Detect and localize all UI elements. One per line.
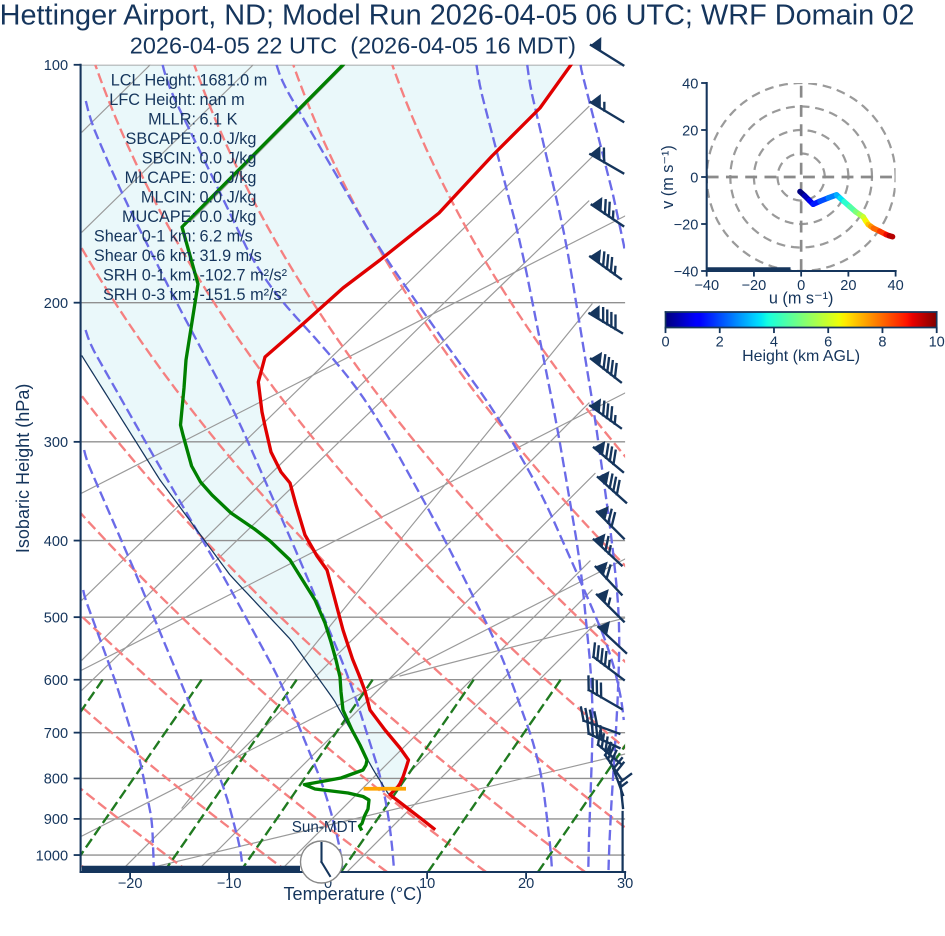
svg-text:LFC Height:: LFC Height: [109,91,196,109]
svg-text:20: 20 [840,278,856,294]
svg-text:0: 0 [324,876,332,892]
svg-text:6: 6 [824,334,832,350]
svg-text:MLCAPE:: MLCAPE: [125,169,196,187]
svg-text:100: 100 [44,58,68,74]
svg-text:Height (km AGL): Height (km AGL) [742,348,860,365]
svg-text:20: 20 [682,123,698,139]
svg-text:300: 300 [44,435,68,451]
svg-text:10: 10 [929,334,945,350]
svg-text:u (m s⁻¹): u (m s⁻¹) [769,289,834,307]
svg-text:SBCAPE:: SBCAPE: [126,130,196,148]
svg-text:30: 30 [617,876,633,892]
svg-text:-102.7 m²/s²: -102.7 m²/s² [199,267,287,285]
svg-text:900: 900 [44,812,68,828]
svg-text:v (m s⁻¹): v (m s⁻¹) [659,145,677,209]
svg-text:2: 2 [716,334,724,350]
svg-text:800: 800 [44,772,68,788]
svg-text:1000: 1000 [36,848,68,864]
svg-text:−10: −10 [217,876,242,892]
svg-text:−20: −20 [674,217,699,233]
svg-text:0: 0 [661,334,669,350]
svg-text:LCL Height:: LCL Height: [111,72,196,90]
svg-text:0.0 J/kg: 0.0 J/kg [199,189,256,207]
svg-text:Shear 0-1 km:: Shear 0-1 km: [94,228,196,246]
svg-text:40: 40 [887,278,903,294]
svg-text:20: 20 [518,876,534,892]
svg-text:700: 700 [44,726,68,742]
svg-text:400: 400 [44,534,68,550]
svg-text:200: 200 [44,296,68,312]
svg-text:40: 40 [682,76,698,92]
svg-text:−40: −40 [674,264,699,280]
svg-text:0.0 J/kg: 0.0 J/kg [199,208,256,226]
svg-text:600: 600 [44,673,68,689]
svg-text:−20: −20 [742,278,767,294]
svg-text:6.1 K: 6.1 K [199,111,237,129]
svg-text:Temperature (°C): Temperature (°C) [284,884,423,904]
svg-text:0: 0 [797,278,805,294]
svg-text:Shear 0-6 km:: Shear 0-6 km: [94,247,196,265]
svg-text:SBCIN:: SBCIN: [142,150,196,168]
svg-text:0.0 J/kg: 0.0 J/kg [199,169,256,187]
svg-text:MLCIN:: MLCIN: [141,189,196,207]
svg-text:nan m: nan m [199,91,244,109]
svg-text:8: 8 [878,334,886,350]
svg-text:MUCAPE:: MUCAPE: [122,208,196,226]
svg-text:6.2 m/s: 6.2 m/s [199,228,252,246]
svg-text:-151.5 m²/s²: -151.5 m²/s² [199,286,287,304]
svg-text:2026-04-05 22 UTC (2026-04-05: 2026-04-05 22 UTC (2026-04-05 16 MDT) [130,33,576,59]
svg-text:SRH 0-1 km:: SRH 0-1 km: [103,267,196,285]
svg-text:Sun-MDT: Sun-MDT [292,819,357,836]
svg-text:500: 500 [44,610,68,626]
svg-text:0: 0 [690,170,698,186]
svg-text:10: 10 [419,876,435,892]
svg-text:0.0 J/kg: 0.0 J/kg [199,150,256,168]
svg-text:0.0 J/kg: 0.0 J/kg [199,130,256,148]
svg-text:−40: −40 [694,278,719,294]
svg-text:−20: −20 [118,876,143,892]
svg-text:Hettinger Airport, ND; Model R: Hettinger Airport, ND; Model Run 2026-04… [0,0,914,32]
svg-text:1681.0 m: 1681.0 m [199,72,267,90]
svg-text:31.9 m/s: 31.9 m/s [199,247,261,265]
svg-text:Isobaric Height (hPa): Isobaric Height (hPa) [13,384,33,554]
svg-text:4: 4 [770,334,778,350]
svg-text:MLLR:: MLLR: [148,111,196,129]
svg-text:SRH 0-3 km:: SRH 0-3 km: [103,286,196,304]
